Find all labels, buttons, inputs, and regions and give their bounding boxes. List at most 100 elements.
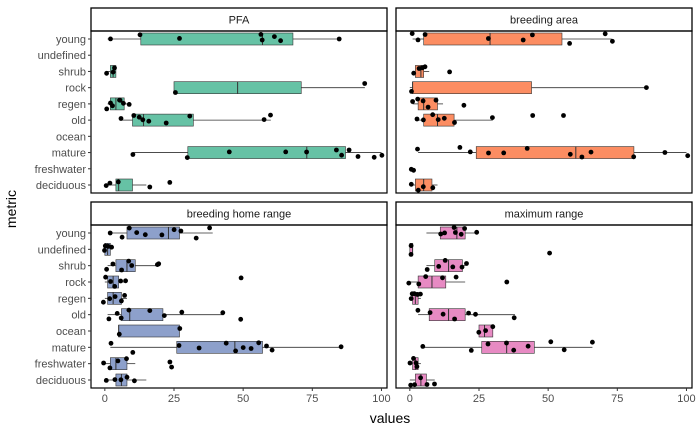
point-breeding-area-mature-36 — [524, 146, 530, 151]
point-breeding-home-range-young-3 — [134, 230, 140, 236]
point-breeding-area-deciduous-48 — [430, 185, 436, 191]
x-tick-label-maximum-range-0: 0 — [407, 393, 413, 405]
box-pfa-mature — [187, 146, 346, 159]
point-breeding-home-range-mature-50 — [248, 346, 254, 351]
box-breeding-area-shrub — [415, 65, 424, 78]
point-maximum-range-mature-41 — [511, 347, 517, 353]
y-tick-label-pfa-young: young — [56, 34, 86, 46]
point-pfa-mature-36 — [346, 147, 352, 153]
y-tick-label-pfa-old: old — [71, 115, 86, 127]
point-pfa-young-1 — [137, 32, 143, 38]
y-tick-label-pfa-deciduous: deciduous — [36, 180, 87, 192]
point-pfa-mature-32 — [283, 149, 289, 155]
point-maximum-range-young-4 — [458, 231, 464, 237]
point-breeding-area-young-6 — [567, 41, 572, 46]
point-maximum-range-young-6 — [474, 229, 480, 235]
point-pfa-mature-38 — [371, 154, 377, 160]
point-breeding-area-mature-32 — [457, 145, 463, 150]
point-pfa-regen-18 — [126, 102, 132, 107]
point-pfa-young-2 — [177, 36, 182, 41]
y-tick-label-breeding-home-range-old: old — [71, 310, 86, 322]
point-pfa-shrub-8 — [104, 70, 109, 76]
y-tick-label-breeding-home-range-young: young — [56, 228, 86, 240]
box-maximum-range-old — [428, 308, 466, 321]
point-breeding-area-mature-40 — [631, 154, 637, 160]
point-breeding-home-range-freshwater-55 — [101, 360, 106, 366]
point-pfa-shrub-10 — [112, 65, 117, 71]
point-breeding-home-range-ocean-41 — [116, 331, 122, 337]
y-tick-label-breeding-home-range-rock: rock — [65, 277, 86, 289]
point-breeding-home-range-freshwater-59 — [167, 359, 173, 365]
point-breeding-area-mature-34 — [486, 150, 491, 156]
point-breeding-home-range-young-0 — [107, 230, 113, 236]
box-breeding-home-range-ocean — [118, 324, 180, 338]
point-breeding-area-young-4 — [520, 37, 526, 43]
box-pfa-young — [140, 32, 294, 46]
point-maximum-range-mature-42 — [525, 343, 531, 349]
point-maximum-range-shrub-11 — [436, 264, 442, 269]
point-breeding-home-range-young-6 — [171, 227, 177, 233]
point-pfa-mature-33 — [304, 149, 309, 155]
point-breeding-area-old-30 — [561, 113, 566, 118]
point-pfa-regen-17 — [121, 100, 126, 106]
point-breeding-area-deciduous-46 — [415, 187, 421, 193]
point-breeding-home-range-mature-54 — [338, 344, 344, 350]
point-maximum-range-deciduous-52 — [418, 375, 423, 381]
point-maximum-range-young-5 — [462, 226, 467, 231]
y-tick-label-breeding-home-range-ocean: ocean — [56, 326, 86, 338]
point-pfa-deciduous-43 — [147, 184, 153, 190]
point-breeding-area-old-24 — [430, 112, 436, 118]
point-maximum-range-deciduous-51 — [412, 382, 417, 388]
point-breeding-home-range-old-32 — [106, 316, 112, 322]
point-breeding-home-range-mature-47 — [223, 340, 229, 346]
point-breeding-area-shrub-12 — [422, 64, 428, 70]
point-breeding-area-freshwater-44 — [411, 167, 416, 173]
point-pfa-mature-29 — [130, 152, 136, 157]
point-maximum-range-rock-20 — [453, 274, 459, 280]
point-breeding-home-range-young-4 — [142, 232, 148, 238]
point-breeding-area-young-0 — [409, 31, 415, 36]
y-tick-label-breeding-home-range-shrub: shrub — [58, 261, 86, 273]
point-maximum-range-rock-16 — [406, 280, 412, 286]
point-maximum-range-mature-38 — [468, 348, 474, 353]
point-breeding-area-mature-38 — [579, 154, 585, 160]
point-breeding-home-range-freshwater-58 — [124, 356, 129, 362]
x-tick-label-maximum-range-75: 75 — [611, 393, 623, 405]
point-pfa-regen-15 — [110, 103, 115, 109]
point-maximum-range-mature-45 — [590, 339, 595, 345]
panel-title-maximum-range: maximum range — [505, 209, 584, 221]
point-breeding-home-range-deciduous-62 — [112, 377, 118, 382]
point-breeding-area-old-22 — [414, 116, 420, 122]
point-breeding-home-range-mature-52 — [264, 343, 269, 349]
point-maximum-range-mature-44 — [561, 347, 567, 353]
point-pfa-mature-31 — [226, 149, 232, 155]
point-breeding-home-range-old-40 — [238, 316, 244, 322]
x-tick-label-maximum-range-100: 100 — [677, 393, 695, 405]
point-breeding-home-range-freshwater-56 — [107, 365, 113, 371]
point-pfa-mature-30 — [184, 155, 190, 161]
panel-title-breeding-area: breeding area — [510, 15, 579, 27]
point-breeding-home-range-shrub-18 — [129, 263, 135, 268]
point-pfa-regen-19 — [117, 97, 122, 103]
x-tick-label-breeding-home-range-0: 0 — [102, 393, 108, 405]
point-breeding-area-young-5 — [530, 32, 535, 38]
point-pfa-deciduous-42 — [115, 179, 121, 185]
point-pfa-young-4 — [259, 37, 265, 43]
point-maximum-range-mature-43 — [548, 339, 554, 345]
point-maximum-range-deciduous-53 — [424, 382, 430, 387]
x-tick-label-breeding-home-range-100: 100 — [372, 393, 390, 405]
point-breeding-home-range-mature-46 — [196, 345, 202, 351]
point-maximum-range-mature-39 — [485, 341, 491, 347]
point-breeding-home-range-shrub-15 — [110, 261, 116, 267]
point-maximum-range-old-31 — [466, 310, 471, 316]
point-maximum-range-undefined-8 — [408, 243, 414, 249]
point-breeding-area-mature-31 — [415, 146, 420, 152]
point-maximum-range-mature-37 — [420, 344, 426, 349]
point-breeding-home-range-old-33 — [114, 311, 120, 316]
y-tick-label-pfa-freshwater: freshwater — [35, 164, 87, 176]
point-breeding-area-deciduous-45 — [408, 181, 414, 187]
point-maximum-range-undefined-9 — [547, 250, 552, 256]
point-maximum-range-deciduous-54 — [432, 381, 437, 387]
